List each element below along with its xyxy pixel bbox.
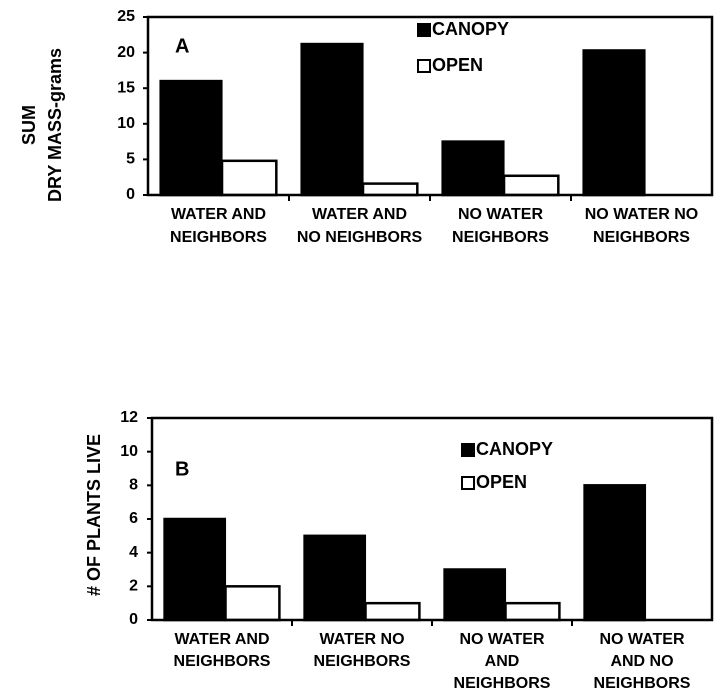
bar <box>220 159 278 197</box>
y-tick-label: 10 <box>117 115 135 132</box>
y-tick-label: 8 <box>129 477 138 494</box>
y-tick-label: 15 <box>117 79 135 96</box>
y-tick-label: 5 <box>126 151 135 168</box>
x-tick-label: WATER AND <box>171 206 266 223</box>
y-tick-label: 10 <box>120 443 138 460</box>
x-tick-label: NO WATER NO <box>585 206 698 223</box>
y-tick-label: 2 <box>129 578 138 595</box>
y-tick-label: 6 <box>129 510 138 527</box>
x-tick-label: NEIGHBORS <box>454 675 551 692</box>
x-tick-label: AND NO <box>610 653 673 670</box>
legend-label: OPEN <box>476 472 527 492</box>
x-tick-label: WATER AND <box>312 206 407 223</box>
y-tick-label: 4 <box>129 544 138 561</box>
panel-label: B <box>175 458 189 480</box>
x-tick-label: NO NEIGHBORS <box>297 229 423 246</box>
x-tick-label: NO WATER <box>459 631 544 648</box>
bar <box>361 182 419 197</box>
y-axis-label: # OF PLANTS LIVE <box>84 434 104 596</box>
bar <box>441 140 505 197</box>
legend-swatch <box>417 59 431 73</box>
x-tick-label: NEIGHBORS <box>314 653 411 670</box>
x-tick-label: NO WATER <box>458 206 543 223</box>
bar <box>159 79 223 197</box>
bar <box>502 174 560 197</box>
x-tick-label: WATER NO <box>319 631 404 648</box>
x-tick-label: NO WATER <box>599 631 684 648</box>
legend-swatch <box>461 476 475 490</box>
x-tick-label: NEIGHBORS <box>174 653 271 670</box>
x-tick-label: NEIGHBORS <box>593 229 690 246</box>
legend-label: OPEN <box>432 55 483 75</box>
bar <box>224 585 281 622</box>
legend-label: CANOPY <box>432 19 509 39</box>
x-tick-label: NEIGHBORS <box>170 229 267 246</box>
y-tick-label: 0 <box>129 611 138 628</box>
x-tick-label: WATER AND <box>174 631 269 648</box>
bar <box>163 517 227 622</box>
bar <box>364 601 421 622</box>
bar <box>300 42 364 197</box>
bar <box>583 484 647 622</box>
x-tick-label: NEIGHBORS <box>452 229 549 246</box>
legend-label: CANOPY <box>476 439 553 459</box>
panel-label: A <box>175 35 189 57</box>
bar <box>582 49 646 197</box>
bar <box>303 534 367 622</box>
bar <box>504 601 561 622</box>
legend-swatch <box>417 23 431 37</box>
bar <box>443 568 507 622</box>
y-axis-label: DRY MASS-grams <box>45 48 65 202</box>
legend-swatch <box>461 443 475 457</box>
y-tick-label: 12 <box>120 409 138 426</box>
y-tick-label: 25 <box>117 8 135 25</box>
x-tick-label: NEIGHBORS <box>594 675 691 692</box>
y-tick-label: 0 <box>126 186 135 203</box>
y-axis-label: SUM <box>19 105 39 145</box>
x-tick-label: AND <box>485 653 520 670</box>
y-tick-label: 20 <box>117 44 135 61</box>
